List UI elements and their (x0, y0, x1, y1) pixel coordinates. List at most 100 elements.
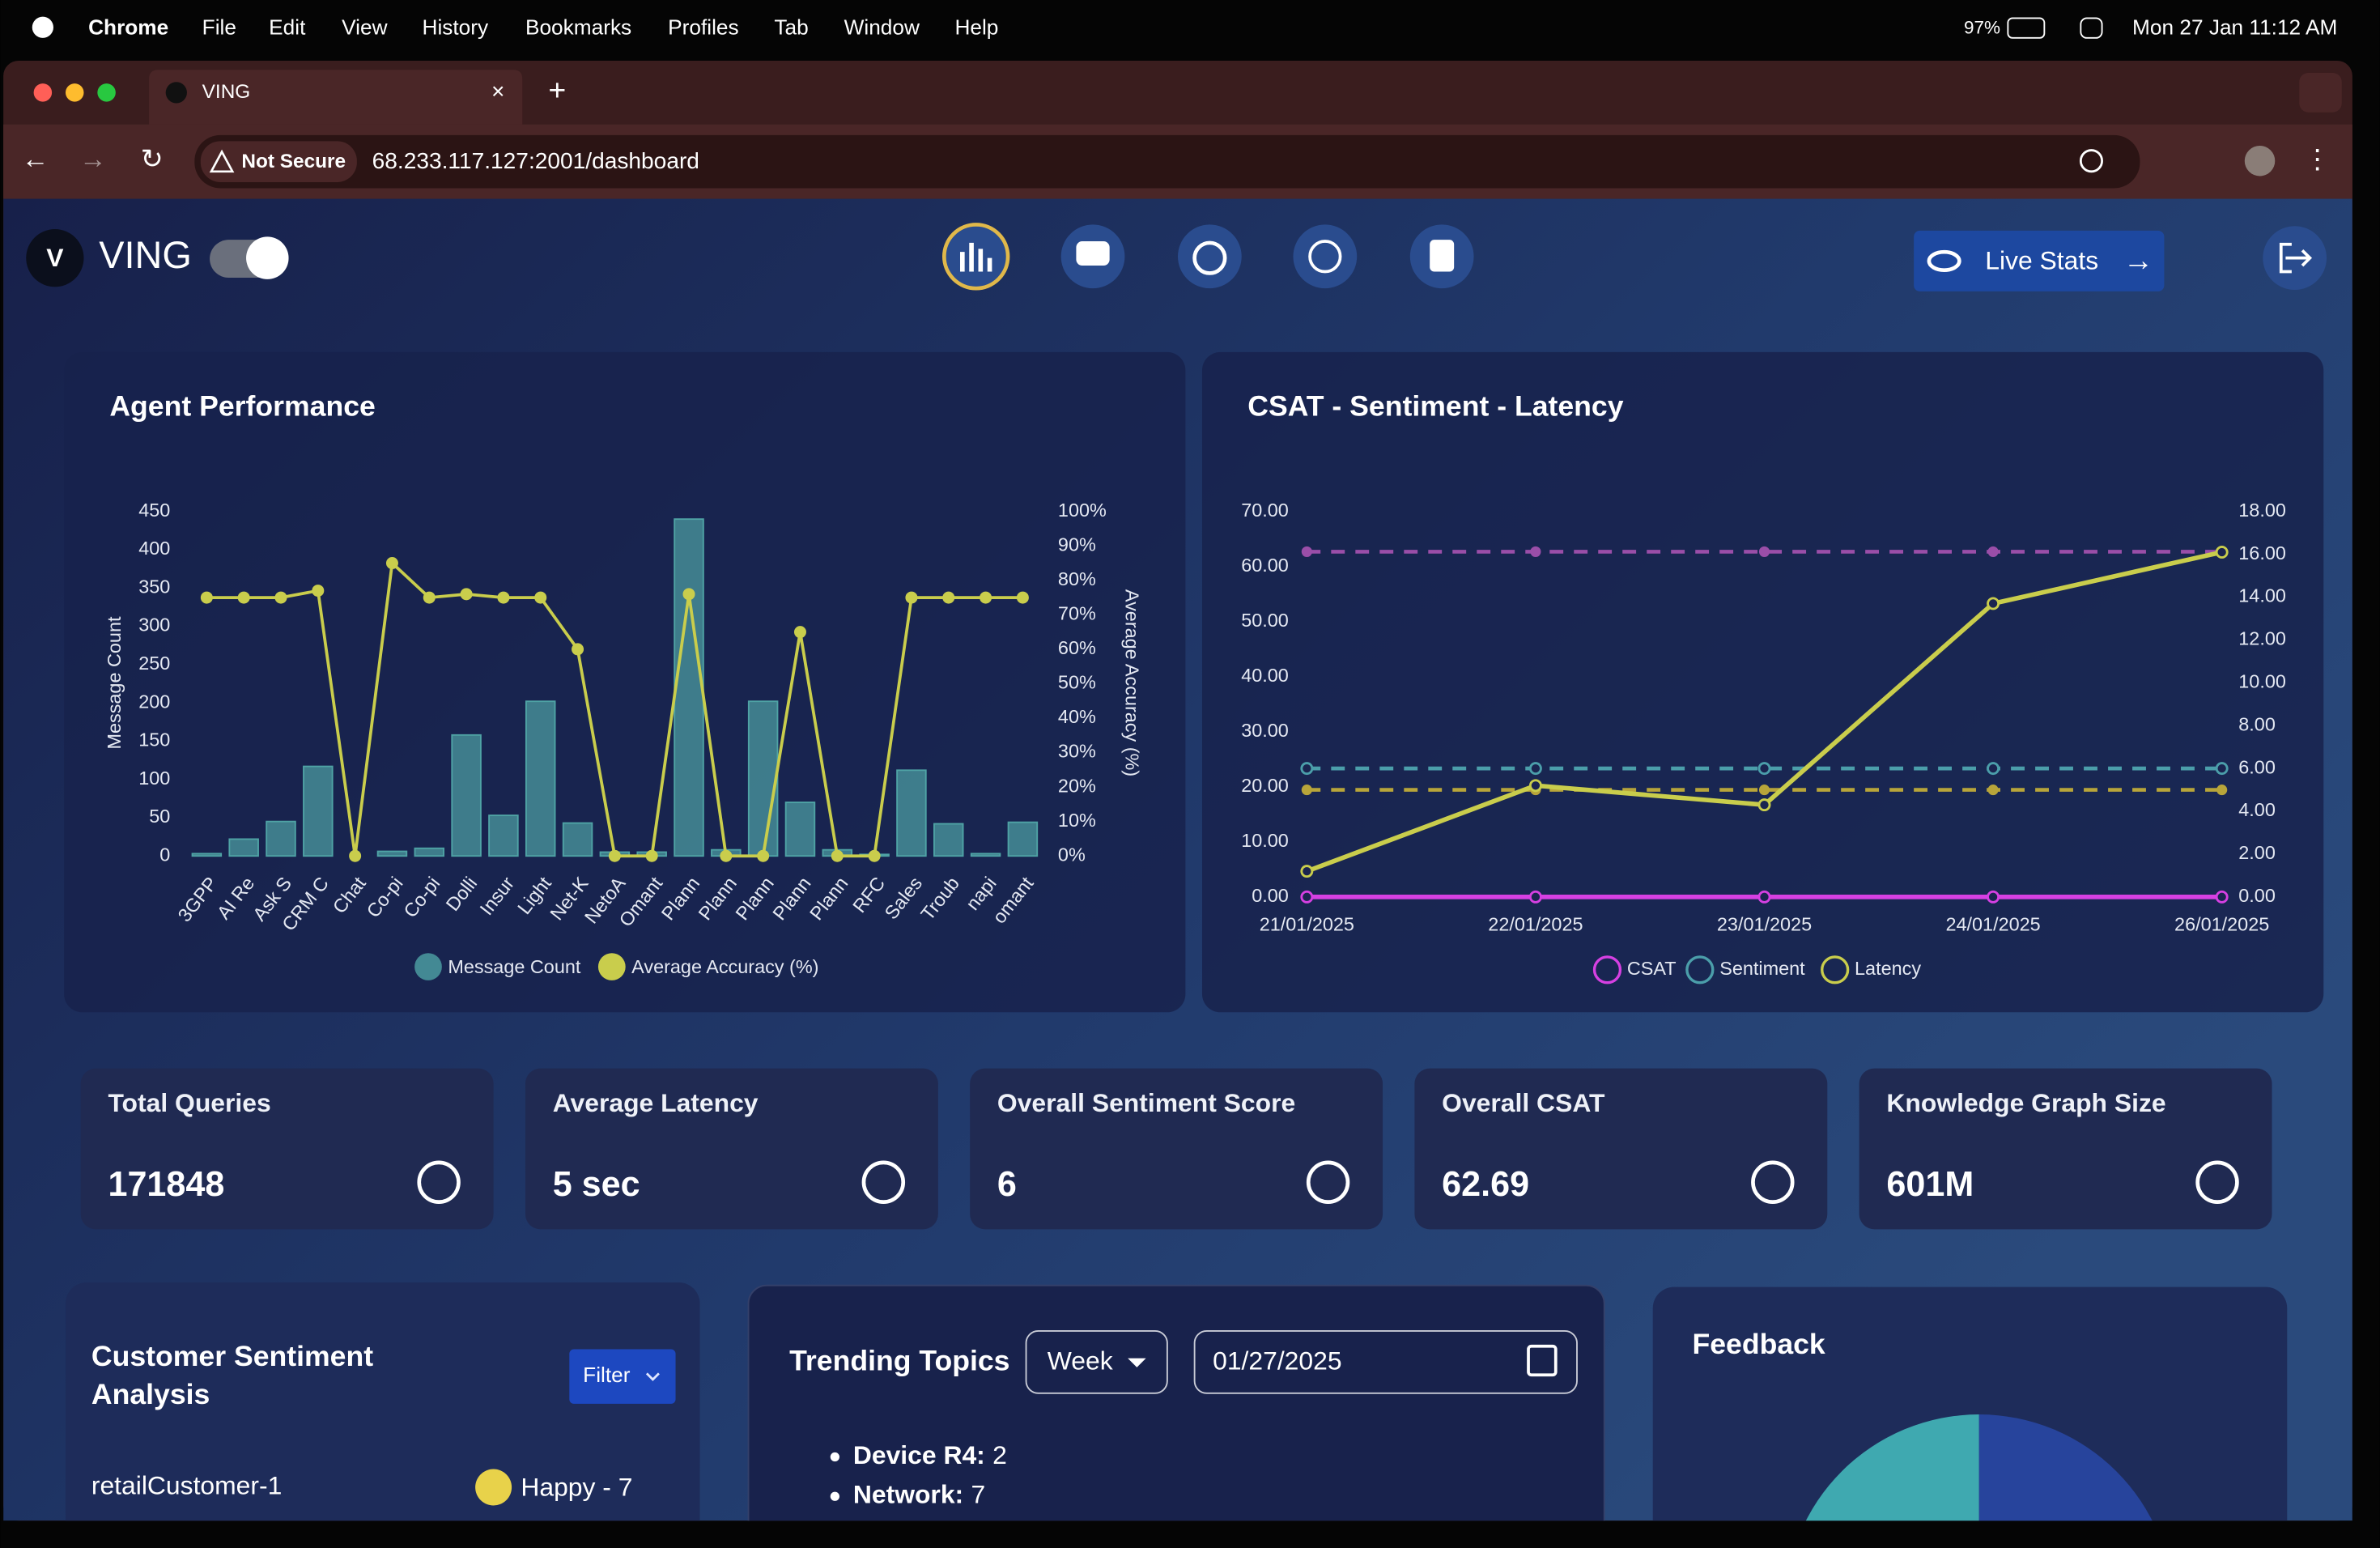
reload-button[interactable]: ↻ (141, 144, 164, 175)
security-label[interactable]: Not Secure (241, 151, 346, 172)
zoom-button[interactable] (97, 83, 116, 102)
menu-item[interactable]: Window (844, 15, 920, 40)
nav-knowledge[interactable] (1293, 224, 1358, 289)
kpi-card (80, 1068, 494, 1230)
y2-tick-label: 70% (1058, 603, 1096, 624)
filter-label[interactable]: Filter (583, 1363, 631, 1387)
clock: Mon 27 Jan 11:12 AM (2132, 15, 2337, 40)
series-point (1528, 762, 1542, 776)
reference-point (1987, 546, 1999, 557)
menu-item[interactable]: Help (954, 15, 998, 40)
url[interactable]: 68.233.117.127:2001/dashboard (372, 148, 699, 173)
y2-tick-label: 0% (1058, 844, 1086, 865)
back-button[interactable]: ← (22, 144, 49, 175)
date-input[interactable] (1193, 1330, 1578, 1394)
close-button[interactable] (33, 83, 53, 102)
y2-tick-label: 40% (1058, 706, 1096, 727)
live-stats-eye (1927, 249, 1961, 273)
y-tick-label: 60.00 (1241, 555, 1289, 576)
filter-button[interactable] (569, 1349, 676, 1404)
kpi-title: Knowledge Graph Size (1886, 1088, 2165, 1117)
legend-label: CSAT (1627, 958, 1677, 979)
accuracy-point (645, 849, 658, 862)
security-chip[interactable] (200, 141, 357, 182)
series-point (2215, 890, 2229, 904)
new-tab[interactable]: + (548, 73, 566, 107)
reference-point (1758, 785, 1770, 796)
forward-button[interactable]: → (79, 144, 107, 175)
legend-swatch (1821, 955, 1850, 985)
pie-slice (1805, 1414, 1979, 1521)
date-value[interactable]: 01/27/2025 (1213, 1346, 1341, 1376)
address-bar[interactable] (194, 134, 2140, 189)
menu-app[interactable]: Chrome (88, 15, 168, 40)
y-tick-label: 150 (138, 729, 170, 751)
kpi-value: 6 (997, 1165, 1017, 1204)
nav-analytics-icon (960, 242, 992, 272)
bar (970, 853, 1001, 857)
brand-logo-mark: V (46, 243, 64, 272)
period-value[interactable]: Week (1048, 1346, 1113, 1376)
y-tick-label: 450 (138, 500, 170, 521)
topic-list: Device R4: 2 Network: 7 (830, 1440, 1007, 1509)
browser-menu[interactable]: ⋮ (2304, 144, 2331, 175)
menu-item[interactable]: Bookmarks (525, 15, 631, 40)
nav-analytics[interactable] (941, 223, 1010, 291)
menu-item[interactable]: Tab (774, 15, 808, 40)
y2-tick-label: 30% (1058, 741, 1096, 762)
series-point (1300, 762, 1314, 776)
y2-tick-label: 16.00 (2238, 542, 2286, 563)
y2-tick-label: 10.00 (2238, 671, 2286, 692)
period-select[interactable] (1025, 1330, 1168, 1394)
bar (376, 850, 408, 857)
kpi-icon (1306, 1160, 1350, 1204)
menu-item[interactable]: View (342, 15, 388, 40)
minimize-button[interactable] (65, 83, 84, 102)
live-stats-label[interactable]: Live Stats (1985, 246, 2098, 275)
control-center[interactable] (2080, 17, 2103, 39)
apple-logo[interactable] (32, 16, 53, 38)
legend-swatch (597, 953, 626, 980)
logout-icon (2279, 242, 2313, 274)
live-stats-button[interactable] (1914, 230, 2165, 291)
active-tab[interactable] (149, 70, 523, 125)
tab-search[interactable] (2299, 72, 2342, 113)
x-tick-label: 24/01/2025 (1945, 914, 2040, 935)
menu-item[interactable]: Edit (269, 15, 306, 40)
accuracy-point (793, 626, 806, 639)
series-point (1300, 865, 1314, 878)
tab-title[interactable]: VING (202, 81, 251, 103)
nav-history[interactable] (1178, 224, 1242, 289)
menu-item[interactable]: History (422, 15, 489, 40)
menu-item[interactable]: Profiles (668, 15, 738, 40)
bar (896, 769, 927, 857)
battery-icon[interactable] (2007, 17, 2046, 39)
profile-avatar[interactable] (2244, 145, 2276, 176)
panel-title: Trending Topics (789, 1345, 1009, 1377)
y2-tick-label: 60% (1058, 637, 1096, 658)
kpi-icon (861, 1160, 906, 1204)
accuracy-point (757, 849, 770, 862)
calendar-icon[interactable] (1527, 1344, 1558, 1377)
tab-close[interactable]: × (491, 79, 504, 104)
bullet (830, 1491, 839, 1501)
customer-name: retailCustomer-1 (91, 1470, 282, 1499)
series-point (1987, 890, 2000, 904)
y-tick-label: 100 (138, 768, 170, 789)
theme-toggle-knob[interactable] (246, 236, 289, 279)
accuracy-point (460, 588, 473, 601)
y2-tick-label: 2.00 (2238, 842, 2276, 863)
series-point (1300, 890, 1314, 904)
y2-tick-label: 14.00 (2238, 585, 2286, 606)
y2-tick-label: 0.00 (2238, 885, 2276, 906)
bar (451, 734, 482, 857)
bookmark-star[interactable] (2079, 149, 2103, 173)
nav-knowledge-icon (1308, 240, 1342, 274)
nav-docs-icon (1430, 240, 1455, 272)
y-tick-label: 350 (138, 576, 170, 597)
accuracy-point (200, 591, 213, 604)
accuracy-point (980, 591, 992, 604)
menu-item[interactable]: File (202, 15, 236, 40)
series-point (2215, 762, 2229, 776)
